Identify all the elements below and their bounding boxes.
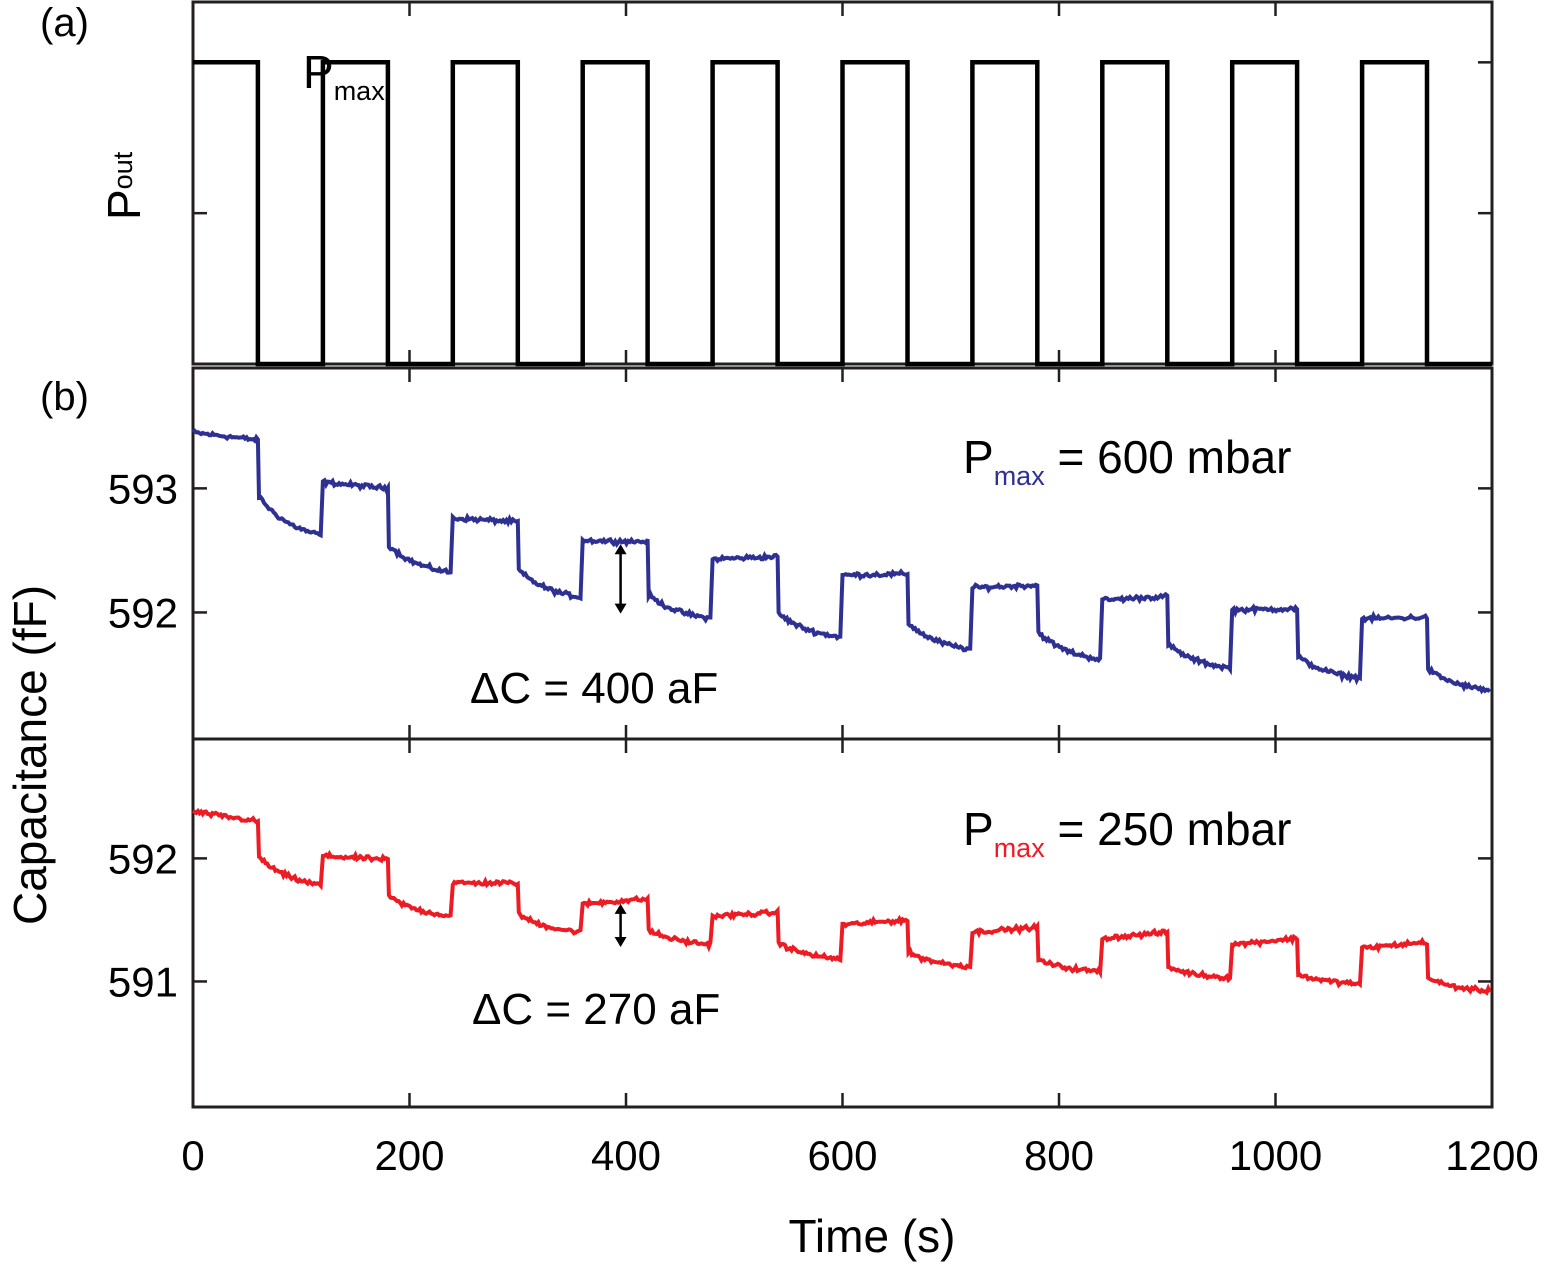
pout-label-sub: out	[108, 151, 138, 189]
legend-600-main: P	[963, 431, 994, 483]
series-250-mbar-line	[192, 807, 1492, 996]
legend-250-main: P	[963, 803, 994, 855]
panel-b-lower: Pmax = 250 mbar ΔC = 270 aF	[191, 737, 1494, 1109]
panel-a-ylabel: Pout	[98, 151, 150, 220]
x-tick-label: 600	[807, 1132, 877, 1179]
panel-b-upper-ticks	[193, 368, 1492, 739]
legend-250-mbar: Pmax = 250 mbar	[963, 803, 1291, 863]
delta-c-arrow-600	[614, 544, 627, 614]
y-tick-label: 593	[108, 465, 178, 512]
delta-c-arrow-250	[614, 903, 627, 947]
x-tick-label: 200	[374, 1132, 444, 1179]
panel-b-lower-ticks	[193, 739, 1492, 1107]
legend-600-rest: = 600 mbar	[1045, 431, 1292, 483]
x-tick-labels: 0 200 400 600 800 1000 1200	[181, 1132, 1538, 1179]
x-tick-label: 1000	[1229, 1132, 1322, 1179]
x-tick-label: 800	[1024, 1132, 1094, 1179]
arrow-head-down	[614, 937, 627, 947]
x-tick-label: 1200	[1445, 1132, 1538, 1179]
y-axis-label: Capacitance (fF)	[4, 585, 56, 925]
panel-a: (a) Pmax Pout	[40, 0, 1494, 367]
delta-c-400-label: ΔC = 400 aF	[470, 664, 718, 713]
arrow-head-down	[614, 603, 627, 614]
panel-a-label: (a)	[40, 1, 89, 45]
pressure-level-label: Pmax	[303, 46, 385, 106]
y-tick-label: 592	[108, 835, 178, 882]
x-axis-label: Time (s)	[789, 1210, 956, 1262]
arrow-head-up	[614, 903, 627, 914]
series-600-mbar-line	[191, 428, 1492, 695]
x-tick-label: 400	[591, 1132, 661, 1179]
pout-label-main: P	[98, 189, 150, 220]
legend-600-sub: max	[994, 461, 1046, 491]
x-tick-label: 0	[181, 1132, 204, 1179]
legend-600-mbar: Pmax = 600 mbar	[963, 431, 1291, 491]
y-tick-label: 592	[108, 589, 178, 636]
arrow-head-up	[614, 544, 627, 555]
pressure-square-wave	[193, 60, 1492, 367]
pmax-label-sub: max	[334, 76, 386, 106]
panel-b-upper: (b) Pmax = 600 mbar ΔC = 400 aF	[40, 366, 1494, 741]
panel-b-upper-frame	[191, 366, 1494, 741]
panel-b-label: (b)	[40, 375, 89, 419]
pmax-label-main: P	[303, 46, 334, 98]
legend-250-rest: = 250 mbar	[1045, 803, 1292, 855]
y-tick-labels: 592 593 591 592	[108, 465, 178, 1005]
y-tick-label: 591	[108, 958, 178, 1005]
delta-c-270-label: ΔC = 270 aF	[472, 985, 720, 1034]
legend-250-sub: max	[994, 833, 1046, 863]
